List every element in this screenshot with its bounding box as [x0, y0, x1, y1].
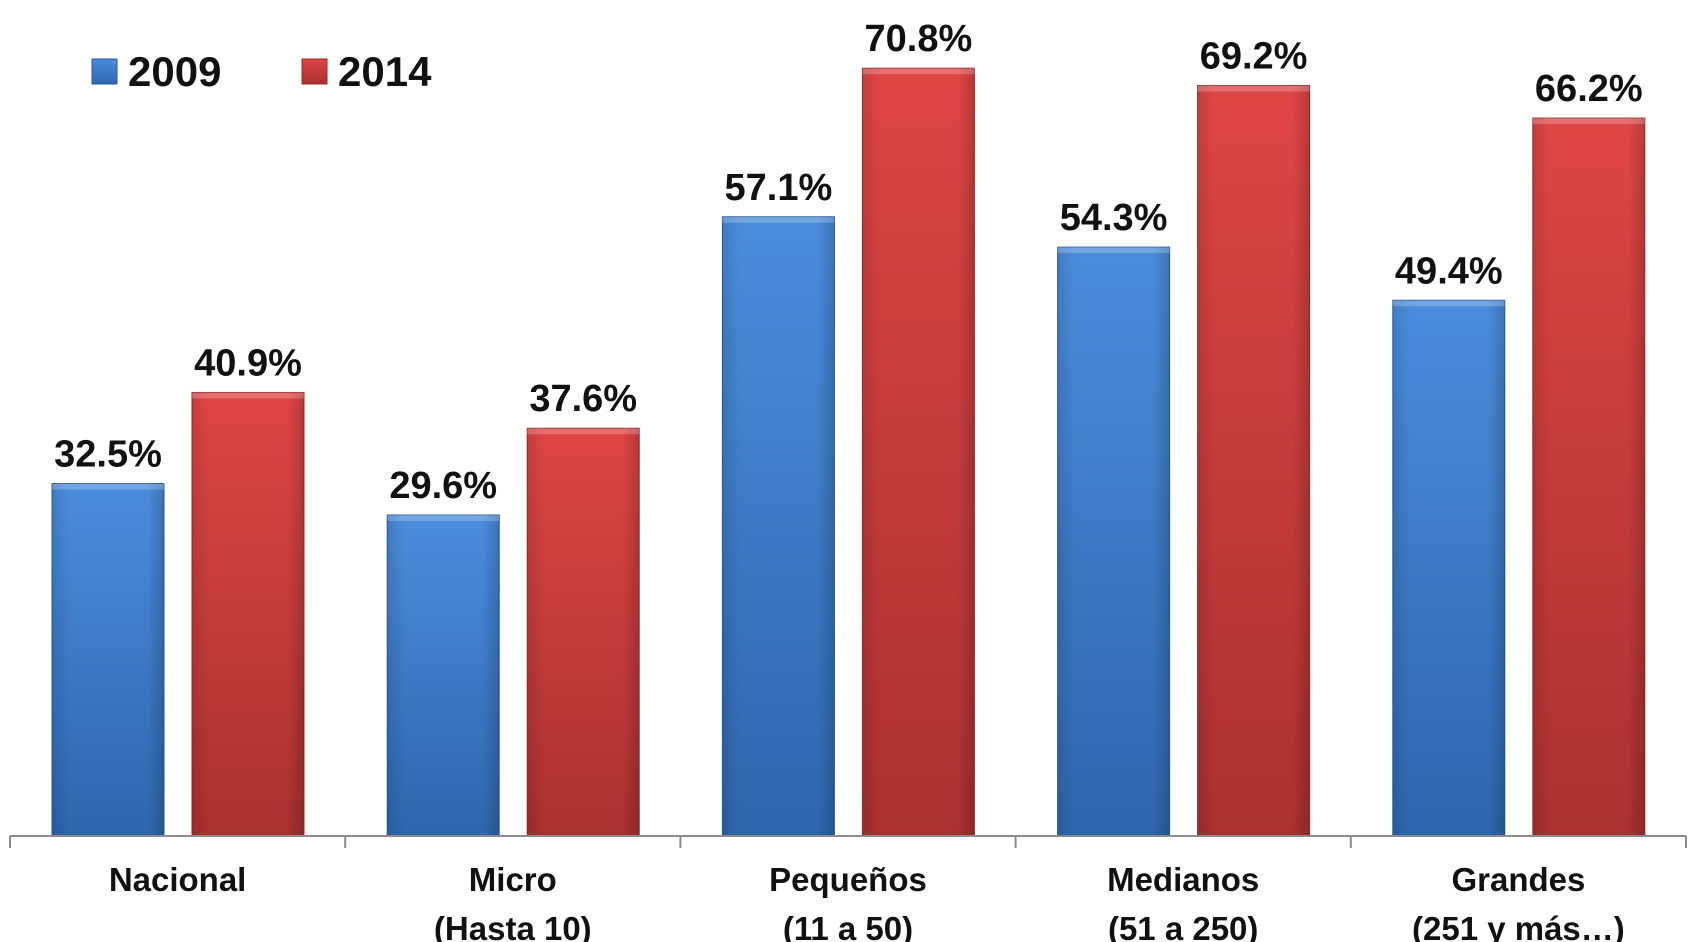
bar-top-highlight: [1197, 85, 1310, 92]
category-label-pequenos-sub: (11 a 50): [783, 910, 913, 942]
bar-shade: [1057, 247, 1170, 836]
bar-2009-medianos: [1057, 246, 1171, 837]
bar-shade: [527, 428, 640, 836]
value-label-2009-micro: 29.6%: [389, 465, 497, 507]
category-label-grandes: Grandes: [1451, 861, 1585, 898]
bar-shade: [192, 392, 304, 836]
legend-label-2009: 2009: [128, 48, 221, 95]
bar-shade: [1197, 85, 1310, 836]
category-label-grandes-sub: (251 y más…): [1412, 910, 1625, 942]
category-label-pequenos: Pequeños: [769, 861, 927, 898]
bar-2009-pequenos: [721, 216, 835, 837]
category-label-micro-sub: (Hasta 10): [434, 910, 592, 942]
bar-2014-nacional: [191, 391, 305, 837]
category-label-medianos-sub: (51 a 250): [1108, 910, 1258, 942]
value-label-2009-nacional: 32.5%: [54, 434, 162, 476]
legend-label-2014: 2014: [338, 48, 432, 95]
bar-top-highlight: [1057, 247, 1170, 254]
value-label-2014-grandes: 66.2%: [1535, 68, 1643, 110]
bar-top-highlight: [722, 216, 835, 223]
legend: 2009 2014: [91, 48, 432, 95]
x-axis: Nacional Micro (Hasta 10) Pequeños (11 a 50)…: [9, 835, 1687, 942]
bar-top-highlight: [1532, 118, 1645, 125]
bar-shade: [862, 68, 975, 836]
value-label-2014-pequenos: 70.8%: [865, 18, 973, 60]
value-label-2014-nacional: 40.9%: [194, 342, 302, 384]
bar-shade: [52, 483, 164, 836]
bar-2014-pequenos: [861, 67, 975, 837]
bar-2009-micro: [386, 514, 500, 837]
value-label-2009-medianos: 54.3%: [1060, 197, 1168, 239]
category-label-nacional: Nacional: [109, 861, 247, 898]
bar-top-highlight: [387, 514, 500, 521]
bar-2014-medianos: [1197, 85, 1311, 837]
bar-top-highlight: [1392, 300, 1505, 307]
category-label-medianos: Medianos: [1107, 861, 1259, 898]
value-label-2009-grandes: 49.4%: [1395, 250, 1503, 292]
value-label-2014-medianos: 69.2%: [1200, 36, 1308, 78]
bar-shade: [1532, 118, 1645, 837]
bar-2009-grandes: [1392, 299, 1506, 837]
bar-shade: [387, 514, 500, 836]
legend-swatch-2014: [301, 58, 328, 85]
bar-shade: [722, 216, 835, 837]
value-label-2009-pequenos: 57.1%: [725, 167, 833, 209]
value-labels-layer: 32.5% 40.9% 29.6% 37.6% 57.1% 70.8% 54.3% 69.2%…: [54, 18, 1643, 507]
bar-top-highlight: [527, 428, 640, 435]
bar-2014-grandes: [1532, 117, 1646, 837]
legend-swatch-2009: [91, 58, 118, 85]
bars-layer: [51, 67, 1646, 837]
bar-top-highlight: [52, 483, 164, 490]
bar-top-highlight: [862, 68, 975, 75]
bar-2009-nacional: [51, 483, 165, 837]
bar-2014-micro: [526, 427, 640, 837]
bar-top-highlight: [192, 392, 304, 399]
bar-shade: [1392, 300, 1505, 837]
value-label-2014-micro: 37.6%: [529, 378, 637, 420]
category-label-micro: Micro: [469, 861, 557, 898]
